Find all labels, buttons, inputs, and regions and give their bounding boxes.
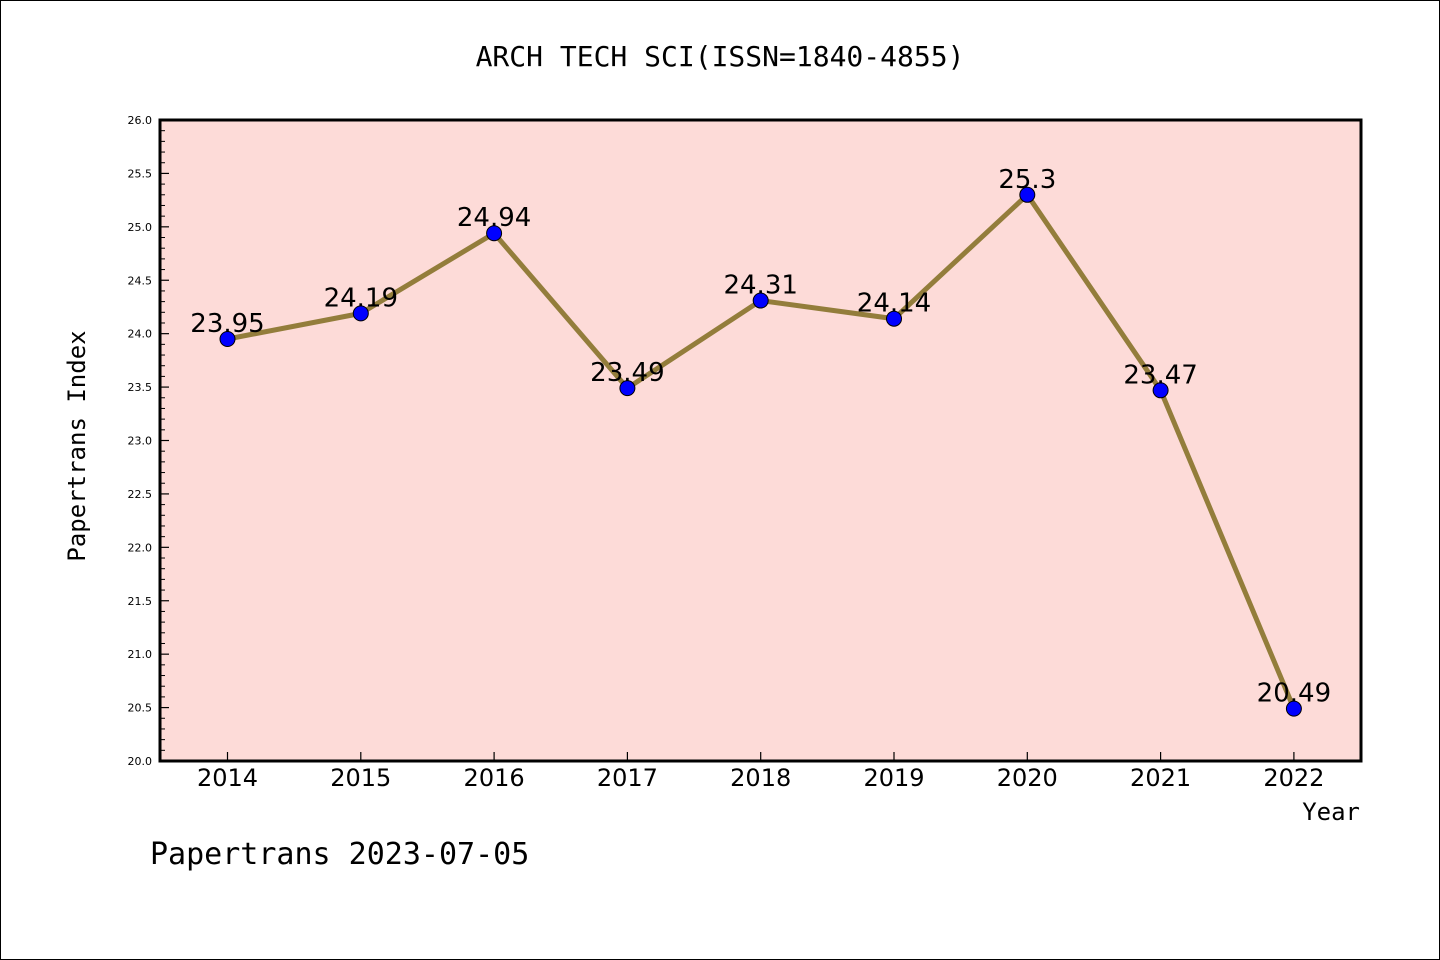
data-label: 23.47 xyxy=(1123,360,1197,390)
x-tick-label: 2021 xyxy=(1130,764,1191,792)
x-tick-label: 2014 xyxy=(197,764,258,792)
data-point xyxy=(619,380,636,397)
footer-text: Papertrans 2023-07-05 xyxy=(150,837,529,872)
data-point xyxy=(219,331,236,348)
y-axis-label: Papertrans Index xyxy=(63,330,91,561)
y-tick-label: 22.0 xyxy=(128,541,153,554)
data-label: 24.14 xyxy=(857,289,931,319)
data-point xyxy=(886,310,902,327)
x-tick-label: 2017 xyxy=(597,764,658,792)
y-tick-label: 25.5 xyxy=(128,167,153,180)
data-point xyxy=(352,305,369,322)
x-tick-label: 2022 xyxy=(1263,764,1324,792)
data-label: 24.19 xyxy=(324,283,398,313)
plot-area xyxy=(160,120,1361,761)
y-axis-ticks: 20.0 20.5 21.0 21.5 22.0 22.5 23.0 23.5 24.0 24.5… xyxy=(128,114,169,768)
y-tick-label: 24.5 xyxy=(128,274,153,287)
data-point xyxy=(752,292,769,309)
y-tick-label: 21.5 xyxy=(128,595,153,608)
data-label: 25.3 xyxy=(998,165,1056,195)
data-point xyxy=(1152,382,1169,399)
data-label: 24.31 xyxy=(723,271,797,301)
data-point xyxy=(1019,186,1036,203)
y-tick-label: 23.5 xyxy=(128,381,153,394)
data-point xyxy=(486,225,503,242)
x-tick-label: 2018 xyxy=(730,764,791,792)
y-tick-label: 26.0 xyxy=(128,114,153,127)
y-tick-label: 24.0 xyxy=(128,328,153,341)
data-label: 24.94 xyxy=(457,203,531,233)
x-tick-label: 2016 xyxy=(464,764,525,792)
y-tick-label: 20.5 xyxy=(128,702,153,715)
x-tick-label: 2015 xyxy=(330,764,391,792)
data-point xyxy=(1285,700,1302,717)
chart-title: ARCH TECH SCI(ISSN=1840-4855) xyxy=(476,40,965,73)
data-label: 23.49 xyxy=(590,358,664,388)
x-axis-label: Year xyxy=(1302,798,1360,826)
x-tick-label: 2020 xyxy=(997,764,1058,792)
y-tick-label: 21.0 xyxy=(128,648,153,661)
plot-frame xyxy=(158,118,1363,763)
y-tick-label: 20.0 xyxy=(128,755,153,768)
y-tick-label: 22.5 xyxy=(128,488,153,501)
data-points xyxy=(219,186,1302,717)
data-label: 23.95 xyxy=(190,309,264,339)
data-label: 20.49 xyxy=(1257,679,1331,709)
data-labels: 23.95 24.19 24.94 23.49 24.31 24.14 25.3 23.47 2… xyxy=(190,165,1331,709)
x-tick-label: 2019 xyxy=(863,764,924,792)
y-tick-label: 23.0 xyxy=(128,435,153,448)
y-tick-label: 25.0 xyxy=(128,221,153,234)
x-axis-ticks: 2014 2015 2016 2017 2018 2019 2020 2021 2022 xyxy=(197,752,1324,792)
